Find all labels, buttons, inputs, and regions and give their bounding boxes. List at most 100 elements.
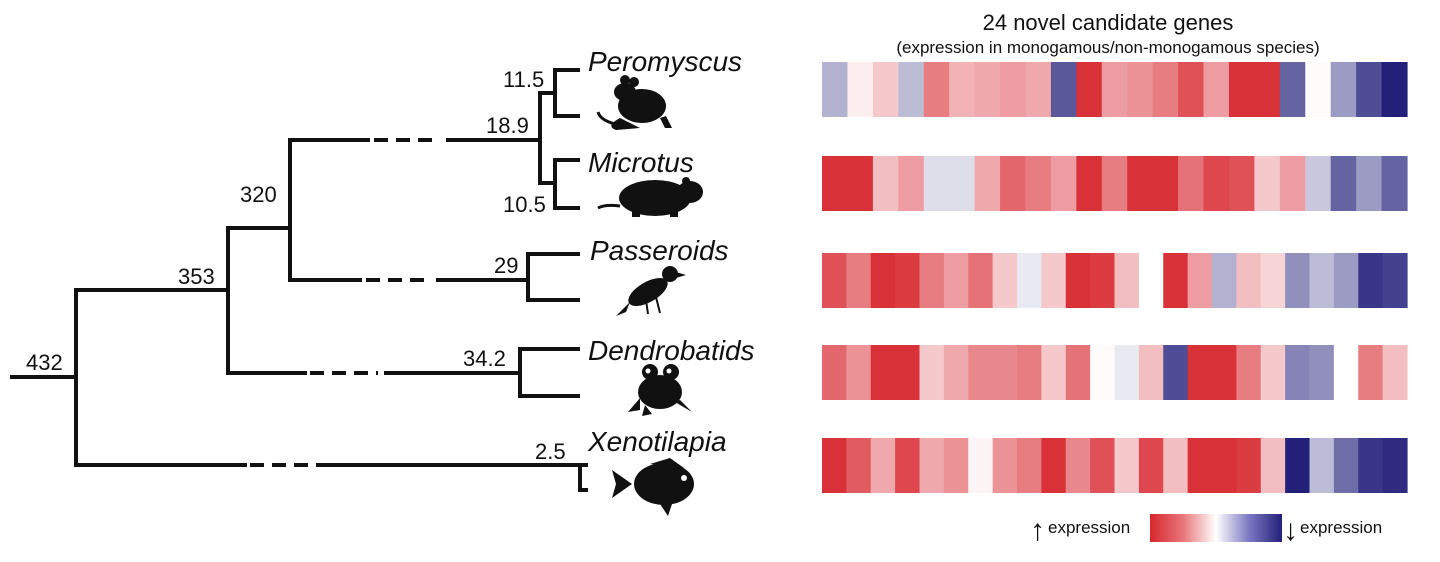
heatmap-cell-microtus-17 (1228, 156, 1255, 211)
heatmap-cell-microtus-7 (974, 156, 1001, 211)
heatmap-cell-microtus-18 (1254, 156, 1281, 211)
heatmap-cell-dendrobatids-23 (1358, 345, 1384, 400)
heatmap-cell-xenotilapia-13 (1114, 438, 1140, 493)
down-arrow-icon: ↓ (1283, 514, 1298, 547)
heatmap: 24 novel candidate genes (expression in … (822, 10, 1408, 493)
heatmap-cell-passeroids-8 (992, 253, 1018, 308)
heatmap-cell-peromyscus-7 (974, 62, 1001, 117)
heatmap-legend: ↑ expression ↓ expression (1030, 514, 1382, 547)
phylogenetic-tree: 432 353 320 18.9 11.5 10.5 29 34.2 2.5 P… (10, 46, 755, 516)
heatmap-cell-dendrobatids-14 (1138, 345, 1164, 400)
heatmap-cell-microtus-13 (1127, 156, 1154, 211)
up-arrow-icon: ↑ (1030, 514, 1045, 547)
mouse-icon (596, 75, 672, 130)
heatmap-cell-xenotilapia-23 (1358, 438, 1384, 493)
heatmap-cell-dendrobatids-13 (1114, 345, 1140, 400)
heatmap-cell-microtus-16 (1203, 156, 1230, 211)
heatmap-cell-passeroids-20 (1285, 253, 1311, 308)
heatmap-cell-xenotilapia-15 (1163, 438, 1189, 493)
heatmap-cell-dendrobatids-12 (1090, 345, 1116, 400)
heatmap-cell-microtus-3 (872, 156, 899, 211)
heatmap-cell-passeroids-22 (1333, 253, 1359, 308)
heatmap-cell-peromyscus-22 (1356, 62, 1383, 117)
heatmap-cell-dendrobatids-15 (1163, 345, 1189, 400)
heatmap-cell-xenotilapia-12 (1090, 438, 1116, 493)
heatmap-cell-dendrobatids-2 (846, 345, 872, 400)
heatmap-cell-xenotilapia-3 (870, 438, 896, 493)
node-label-root: 432 (26, 350, 63, 375)
heatmap-cell-microtus-8 (1000, 156, 1027, 211)
heatmap-cell-passeroids-24 (1382, 253, 1408, 308)
heatmap-cell-microtus-15 (1178, 156, 1205, 211)
heatmap-cell-dendrobatids-20 (1285, 345, 1311, 400)
legend-color-scale (1150, 514, 1282, 542)
heatmap-cell-passeroids-13 (1114, 253, 1140, 308)
node-label-10-5: 10.5 (503, 192, 546, 217)
heatmap-cell-passeroids-19 (1260, 253, 1286, 308)
heatmap-cell-peromyscus-12 (1101, 62, 1128, 117)
node-label-2-5: 2.5 (535, 439, 566, 464)
heatmap-cell-dendrobatids-11 (1065, 345, 1091, 400)
heatmap-cell-passeroids-11 (1065, 253, 1091, 308)
heatmap-cell-passeroids-10 (1041, 253, 1067, 308)
heatmap-cell-peromyscus-19 (1279, 62, 1306, 117)
heatmap-cell-microtus-21 (1330, 156, 1357, 211)
heatmap-cell-xenotilapia-6 (943, 438, 969, 493)
heatmap-cell-peromyscus-4 (898, 62, 925, 117)
heatmap-cell-passeroids-7 (968, 253, 994, 308)
heatmap-cell-passeroids-18 (1236, 253, 1262, 308)
heatmap-cell-peromyscus-18 (1254, 62, 1281, 117)
heatmap-cell-passeroids-12 (1090, 253, 1116, 308)
heatmap-cell-dendrobatids-17 (1212, 345, 1237, 400)
heatmap-cell-microtus-2 (847, 156, 874, 211)
heatmap-cell-peromyscus-13 (1127, 62, 1154, 117)
heatmap-cell-passeroids-14 (1138, 253, 1164, 308)
heatmap-cell-passeroids-3 (870, 253, 896, 308)
heatmap-cell-passeroids-2 (846, 253, 872, 308)
heatmap-cell-passeroids-17 (1212, 253, 1237, 308)
heatmap-cell-xenotilapia-20 (1285, 438, 1311, 493)
heatmap-cells (822, 62, 1408, 493)
heatmap-cell-xenotilapia-4 (895, 438, 921, 493)
heatmap-cell-peromyscus-23 (1381, 62, 1408, 117)
heatmap-cell-dendrobatids-3 (870, 345, 896, 400)
heatmap-cell-xenotilapia-22 (1333, 438, 1359, 493)
heatmap-title: 24 novel candidate genes (983, 10, 1234, 35)
heatmap-cell-xenotilapia-19 (1260, 438, 1286, 493)
heatmap-cell-peromyscus-11 (1076, 62, 1103, 117)
node-label-34-2: 34.2 (463, 346, 506, 371)
heatmap-cell-passeroids-4 (895, 253, 921, 308)
heatmap-cell-passeroids-6 (943, 253, 969, 308)
heatmap-cell-xenotilapia-7 (968, 438, 994, 493)
node-label-11-5: 11.5 (503, 67, 544, 92)
heatmap-cell-passeroids-15 (1163, 253, 1189, 308)
heatmap-cell-xenotilapia-16 (1187, 438, 1213, 493)
heatmap-cell-xenotilapia-5 (919, 438, 945, 493)
heatmap-cell-peromyscus-2 (847, 62, 874, 117)
species-label-peromyscus: Peromyscus (588, 46, 742, 77)
heatmap-cell-microtus-5 (923, 156, 950, 211)
frog-icon (628, 364, 692, 416)
heatmap-cell-peromyscus-10 (1050, 62, 1077, 117)
heatmap-cell-microtus-9 (1025, 156, 1052, 211)
legend-up-label: expression (1048, 518, 1130, 537)
heatmap-cell-peromyscus-9 (1025, 62, 1052, 117)
heatmap-cell-dendrobatids-16 (1187, 345, 1213, 400)
heatmap-cell-passeroids-21 (1309, 253, 1335, 308)
heatmap-cell-peromyscus-1 (822, 62, 849, 117)
heatmap-cell-xenotilapia-9 (1017, 438, 1042, 493)
heatmap-cell-peromyscus-17 (1228, 62, 1255, 117)
heatmap-cell-microtus-20 (1305, 156, 1332, 211)
heatmap-cell-passeroids-1 (822, 253, 847, 308)
heatmap-cell-microtus-10 (1050, 156, 1077, 211)
heatmap-cell-microtus-19 (1279, 156, 1306, 211)
heatmap-cell-dendrobatids-24 (1382, 345, 1408, 400)
legend-down-label: expression (1300, 518, 1382, 537)
heatmap-cell-xenotilapia-24 (1382, 438, 1408, 493)
heatmap-cell-microtus-14 (1152, 156, 1179, 211)
heatmap-cell-passeroids-16 (1187, 253, 1213, 308)
heatmap-cell-dendrobatids-19 (1260, 345, 1286, 400)
heatmap-cell-dendrobatids-22 (1333, 345, 1359, 400)
node-label-320: 320 (240, 182, 277, 207)
